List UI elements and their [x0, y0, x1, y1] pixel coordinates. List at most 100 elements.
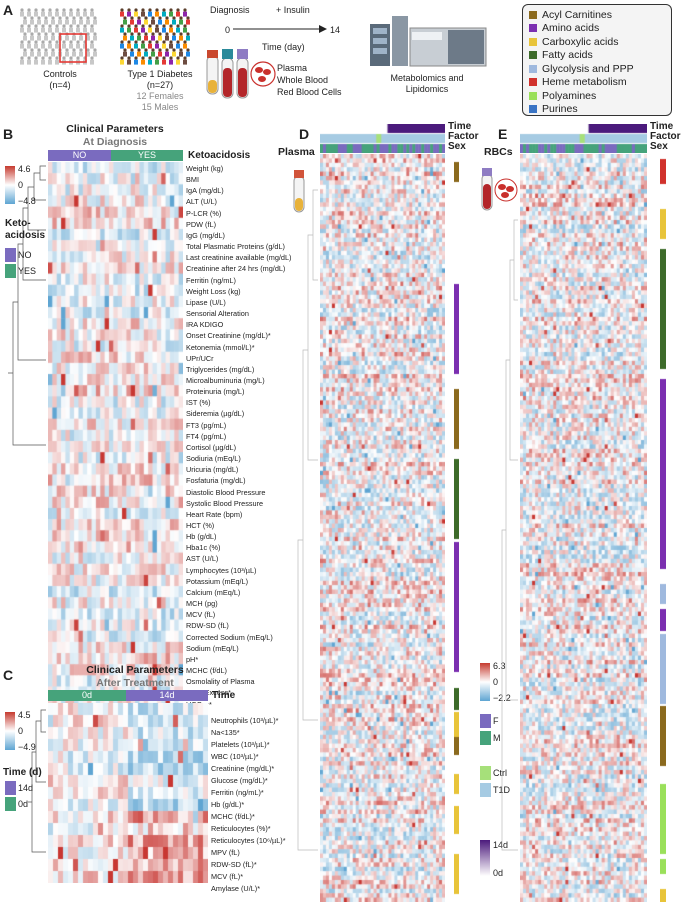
row-label: Platelets (10³/µL)* — [211, 740, 270, 749]
row-label: Reticulocytes (10⁶/µL)* — [211, 836, 286, 845]
controls-label: Controls — [43, 69, 77, 79]
time-fourteen: 14 — [330, 25, 341, 35]
panel-b-color-scale: 4.6 0 −4.8 — [5, 164, 45, 206]
row-label: Last creatinine available (mg/dL) — [186, 253, 292, 263]
class-swatch — [529, 51, 537, 60]
row-label: Lipase (U/L) — [186, 297, 226, 307]
time-gradient-legend: 14d 0d — [480, 840, 516, 880]
row-label: Reticulocytes (%)* — [211, 824, 271, 833]
class-swatch — [529, 37, 537, 46]
row-label: Amylase (U/L)* — [211, 884, 261, 893]
class-swatch — [529, 105, 537, 114]
row-label: P-LCR (%) — [186, 208, 222, 218]
time-legend-title: Time (d) — [3, 767, 42, 778]
row-label: Potassium (mEq/L) — [186, 576, 249, 586]
class-swatch — [529, 24, 537, 33]
keto-legend-title1: Keto- — [5, 218, 31, 229]
row-label: Creatinine after 24 hrs (mg/dL) — [186, 264, 286, 274]
row-label: RDW-SD (fL) — [186, 621, 229, 631]
row-label: Creatinine (mg/dL)* — [211, 764, 275, 773]
class-legend-item: Acyl Carnitines — [529, 8, 671, 22]
row-label: Fosfaturia (mg/dL) — [186, 476, 246, 486]
row-label: Sensorial Alteration — [186, 309, 249, 319]
panel-c-title: Clinical Parameters — [86, 664, 184, 676]
panel-c-color-scale: 4.5 0 −4.9 — [5, 710, 45, 752]
row-label: Microalbuminuria (mg/L) — [186, 375, 265, 385]
row-label: Systolic Blood Pressure — [186, 498, 264, 508]
sex-legend-m: M — [480, 731, 501, 745]
row-label: Triglycerides (mg/dL) — [186, 364, 255, 374]
row-label: Calcium (mEq/L) — [186, 587, 241, 597]
row-label: Corrected Sodium (mEq/L) — [186, 632, 273, 642]
row-label: Sideremia (µg/dL) — [186, 409, 245, 419]
panel-b-heatmap — [48, 162, 183, 720]
row-label: FT4 (pg/mL) — [186, 431, 227, 441]
class-legend-item: Purines — [529, 103, 671, 117]
panel-a-label: A — [3, 2, 14, 18]
platform-line1: Metabolomics and — [390, 73, 464, 83]
panel-c-heatmap — [48, 703, 208, 883]
row-label: IRA KDIGO — [186, 320, 224, 330]
diagnosis-label: Diagnosis — [210, 5, 250, 15]
panel-e-track-labels: Time Factor Sex — [650, 121, 681, 152]
time-14d-bar: 14d — [126, 690, 208, 701]
panel-d-dendrogram — [297, 189, 318, 851]
plasma-label: Plasma — [278, 146, 315, 158]
time-legend-0d: 0d — [5, 797, 28, 811]
row-label: WBC (10³/µL)* — [211, 752, 259, 761]
class-swatch — [529, 78, 537, 87]
platform-line2: Lipidomics — [405, 84, 449, 94]
panel-b-row-labels: Weight (kg) BMI IgA (mg/dL) ALT (U/L) P-LCR … — [186, 163, 291, 721]
row-label: Sodiuria (mEq/L) — [186, 454, 241, 464]
keto-legend-title2: acidosis — [5, 230, 46, 241]
time-0d-bar: 0d — [48, 690, 126, 701]
class-legend-item: Carboxylic acids — [529, 35, 671, 49]
row-label: AST (U/L) — [186, 554, 219, 564]
panel-e-label: E — [498, 126, 508, 142]
row-label: pH* — [186, 654, 199, 664]
panel-c-subtitle: After Treatment — [96, 677, 174, 689]
class-swatch — [529, 64, 537, 73]
t1d-label: Type 1 Diabetes — [127, 69, 193, 79]
row-label: Ferritin (ng/mL)* — [211, 788, 264, 797]
row-label: Hb (g/dL) — [186, 532, 217, 542]
panel-c-dendrogram — [28, 709, 46, 853]
keto-legend-yes: YES — [5, 264, 36, 278]
row-label: Base Excess* — [186, 688, 232, 698]
t1d-males: 15 Males — [141, 102, 179, 112]
plasma-tube-icon — [293, 170, 305, 213]
panel-d-label: D — [299, 126, 310, 142]
row-label: ALT (U/L) — [186, 197, 217, 207]
row-label: Total Plasmatic Proteins (g/dL) — [186, 242, 285, 252]
row-label: PDW (fL) — [186, 219, 216, 229]
row-label: Weight (kg) — [186, 164, 224, 173]
row-label: Osmolality of Plasma — [186, 677, 255, 687]
row-label: Heart Rate (bpm) — [186, 509, 243, 519]
row-label: Ferritin (ng/mL) — [186, 275, 236, 285]
row-label: Sodium (mEq/L) — [186, 643, 239, 653]
sample-plasma: Plasma — [277, 63, 308, 73]
row-label: Onset Creatinine (mg/dL)* — [186, 331, 271, 341]
row-label: Neutrophils (10³/µL)* — [211, 716, 279, 725]
row-label: FT3 (pg/mL) — [186, 420, 227, 430]
mass-spectrometer-image — [370, 16, 487, 67]
class-legend-item: Glycolysis and PPP — [529, 62, 671, 76]
class-legend-item: Polyamines — [529, 89, 671, 103]
class-swatch — [529, 10, 537, 19]
class-legend-item: Fatty acids — [529, 49, 671, 63]
blood-tubes-icon — [206, 49, 276, 99]
row-label: IST (%) — [186, 398, 211, 408]
row-label: MPV (fL) — [211, 848, 240, 857]
keto-legend-no: NO — [5, 248, 32, 262]
t1d-females: 12 Females — [136, 91, 184, 101]
time-axis-label: Time (day) — [262, 42, 305, 52]
row-label: Lymphocytes (10³/µL) — [186, 565, 257, 575]
controls-crowd-image — [20, 8, 97, 65]
ketoacidosis-header: Ketoacidosis — [188, 150, 251, 161]
row-label: IgA (mg/dL) — [186, 186, 224, 196]
factor-legend-t1d: T1D — [480, 783, 510, 797]
rbc-tube-icon — [481, 168, 518, 211]
insulin-label: + Insulin — [276, 5, 310, 15]
row-label: MCHC (f/dL) — [186, 666, 227, 676]
panel-d-annotation-tracks — [320, 124, 445, 153]
